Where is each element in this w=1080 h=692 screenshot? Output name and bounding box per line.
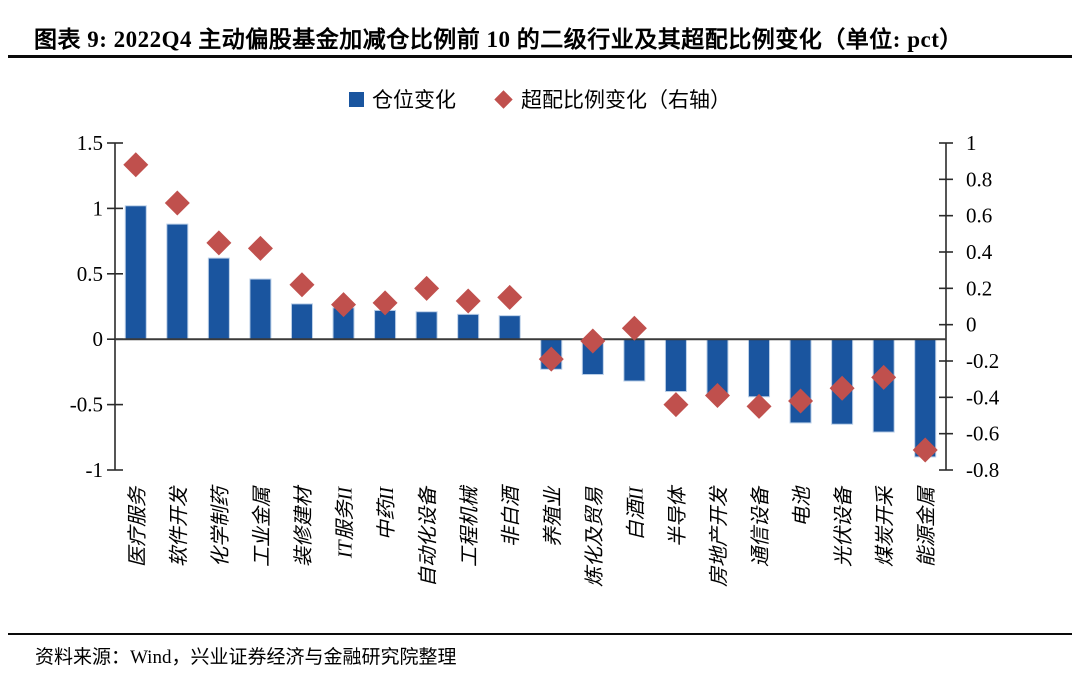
diamond-marker xyxy=(206,230,232,256)
right-axis-tick-label: 0.2 xyxy=(966,276,992,300)
diamond-marker xyxy=(704,383,730,409)
diamond-marker xyxy=(788,388,814,414)
diamond-marker xyxy=(331,292,357,318)
bar xyxy=(249,278,272,340)
diamond-marker xyxy=(497,284,523,310)
diamond-marker xyxy=(372,290,398,316)
x-axis-category-label: 医疗服务 xyxy=(127,485,149,567)
x-axis-category-label: 中药II xyxy=(376,486,398,541)
bar xyxy=(124,205,147,340)
x-axis-category-label: 半导体 xyxy=(667,484,689,547)
bar xyxy=(290,303,313,340)
left-axis-tick-label: 0.5 xyxy=(77,262,103,286)
diamond-marker xyxy=(912,437,938,463)
x-axis-category-label: 工业金属 xyxy=(251,485,273,567)
x-axis-category-label: 非白酒 xyxy=(501,483,523,547)
x-axis-category-label: 工程机械 xyxy=(459,484,481,567)
diamond-marker xyxy=(621,315,647,341)
left-axis-tick-label: 1.5 xyxy=(77,131,103,155)
diamond-marker xyxy=(871,364,897,390)
diamond-marker xyxy=(663,392,689,418)
bar xyxy=(498,315,521,340)
source-note: 资料来源：Wind，兴业证券经济与金融研究院整理 xyxy=(35,647,457,668)
bar xyxy=(166,223,189,340)
chart-legend: 仓位变化 超配比例变化（右轴） xyxy=(0,84,1080,114)
left-axis-tick-label: -0.5 xyxy=(70,393,103,417)
left-axis-tick-label: -1 xyxy=(86,458,104,482)
diamond-marker xyxy=(123,152,149,178)
diamond-marker xyxy=(164,190,190,216)
right-axis-tick-label: 0 xyxy=(966,313,977,337)
x-axis-category-label: IT服务II xyxy=(335,486,357,559)
x-axis-category-label: 光伏设备 xyxy=(833,485,855,567)
x-axis-category-label: 能源金属 xyxy=(916,485,938,567)
diamond-marker xyxy=(538,346,564,372)
right-axis-tick-label: 0.4 xyxy=(966,240,993,264)
legend-item-diamond: 超配比例变化（右轴） xyxy=(494,84,731,114)
x-axis-category-label: 化学制药 xyxy=(210,484,232,567)
bar xyxy=(664,338,687,393)
left-axis-tick-label: 0 xyxy=(93,327,104,351)
diamond-marker xyxy=(414,275,440,301)
bar xyxy=(457,313,480,340)
x-axis-category-label: 通信设备 xyxy=(750,485,772,567)
x-axis-category-label: 装修建材 xyxy=(293,484,315,567)
bar xyxy=(415,311,438,340)
chart-title: 图表 9: 2022Q4 主动偏股基金加减仓比例前 10 的二级行业及其超配比例… xyxy=(34,27,963,52)
diamond-marker xyxy=(580,328,606,354)
x-axis-category-label: 电池 xyxy=(792,485,814,527)
bar xyxy=(748,338,771,398)
title-divider xyxy=(8,55,1072,58)
diamond-marker xyxy=(455,288,481,314)
x-axis-category-label: 养殖业 xyxy=(542,485,564,547)
x-axis-category-label: 软件开发 xyxy=(168,485,190,567)
diamond-marker xyxy=(829,375,855,401)
x-axis-category-label: 煤炭开采 xyxy=(875,485,897,567)
diamond-marker xyxy=(247,235,273,261)
x-axis-category-label: 房地产开发 xyxy=(708,485,730,587)
diamond-marker xyxy=(746,393,772,419)
right-axis-tick-label: -0.4 xyxy=(966,385,1000,409)
right-axis-tick-label: 0.8 xyxy=(966,167,992,191)
legend-label-diamond: 超配比例变化（右轴） xyxy=(521,88,731,112)
x-axis-category-label: 自动化设备 xyxy=(418,485,440,587)
right-axis-tick-label: -0.6 xyxy=(966,422,999,446)
right-axis-tick-label: -0.8 xyxy=(966,458,999,482)
left-axis-tick-label: 1 xyxy=(93,196,104,220)
right-axis-tick-label: -0.2 xyxy=(966,349,999,373)
right-axis-tick-label: 1 xyxy=(966,131,977,155)
legend-label-bar: 仓位变化 xyxy=(372,88,456,112)
right-axis-tick-label: 0.6 xyxy=(966,204,992,228)
legend-item-bar: 仓位变化 xyxy=(349,84,456,114)
bar xyxy=(207,257,230,340)
x-axis-category-label: 炼化及贸易 xyxy=(584,486,606,587)
diamond-marker xyxy=(289,272,315,298)
x-axis-category-label: 白酒II xyxy=(625,486,647,541)
bar xyxy=(623,338,646,382)
bar-swatch-icon xyxy=(349,91,364,107)
footer-divider xyxy=(8,633,1072,635)
